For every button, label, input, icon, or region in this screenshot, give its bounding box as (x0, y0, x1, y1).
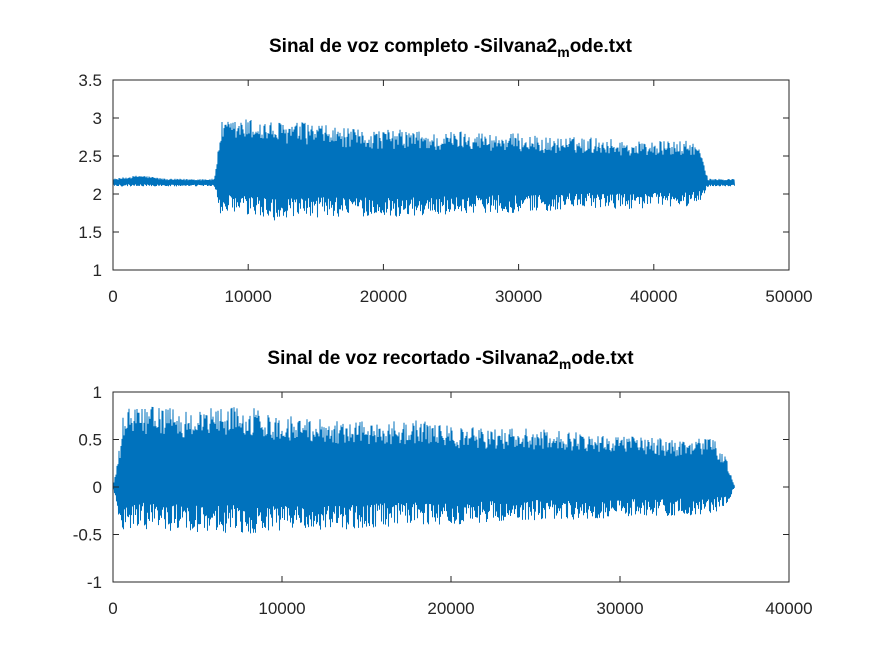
y-tick-label: -0.5 (73, 526, 102, 545)
chart-title-cropped-sub: m (559, 356, 571, 372)
x-tick-label: 40000 (765, 599, 812, 618)
x-tick-label: 50000 (765, 287, 812, 306)
x-tick-label: 40000 (630, 287, 677, 306)
chart-title-cropped-rest: ode.txt (571, 348, 634, 369)
y-tick-label: 3.5 (78, 71, 102, 90)
x-tick-label: 0 (108, 599, 117, 618)
y-tick-label: 1 (93, 261, 102, 280)
chart-title-cropped: Sinal de voz recortado -Silvana2mode.txt (267, 348, 634, 372)
x-tick-label: 30000 (596, 599, 643, 618)
x-tick-label: 0 (108, 287, 117, 306)
plot-area-cropped: 0 10000 20000 30000 40000 -1 -0.5 0 0.5 1 (73, 383, 813, 618)
x-tick-label: 20000 (427, 599, 474, 618)
x-tick-label: 30000 (495, 287, 542, 306)
axes-box (112, 79, 790, 271)
subplot-complete-signal: Sinal de voz completo -Silvana2mode.txt … (78, 36, 812, 306)
x-tick-label: 20000 (360, 287, 407, 306)
x-tick-label: 10000 (225, 287, 272, 306)
chart-title-complete-rest: ode.txt (570, 36, 633, 57)
chart-title-complete-main: Sinal de voz completo -Silvana2 (269, 36, 557, 57)
x-tick-label: 10000 (258, 599, 305, 618)
chart-title-cropped-main: Sinal de voz recortado -Silvana2 (267, 348, 558, 369)
y-tick-label: 1 (93, 383, 102, 402)
plot-area-complete: 0 10000 20000 30000 40000 50000 1 1.5 2 2.5 3 3.5 (78, 71, 812, 306)
chart-title-complete: Sinal de voz completo -Silvana2mode.txt (269, 36, 633, 60)
y-tick-label: 0.5 (78, 431, 102, 450)
y-tick-label: 2 (93, 185, 102, 204)
chart-title-complete-sub: m (557, 44, 569, 60)
subplot-cropped-signal: Sinal de voz recortado -Silvana2mode.txt… (73, 348, 813, 618)
y-tick-label: -1 (87, 573, 102, 592)
signal-waveform (112, 406, 735, 534)
y-tick-label: 3 (93, 109, 102, 128)
y-tick-label: 1.5 (78, 223, 102, 242)
y-tick-label: 2.5 (78, 147, 102, 166)
signal-waveform (112, 119, 735, 221)
y-tick-label: 0 (93, 478, 102, 497)
